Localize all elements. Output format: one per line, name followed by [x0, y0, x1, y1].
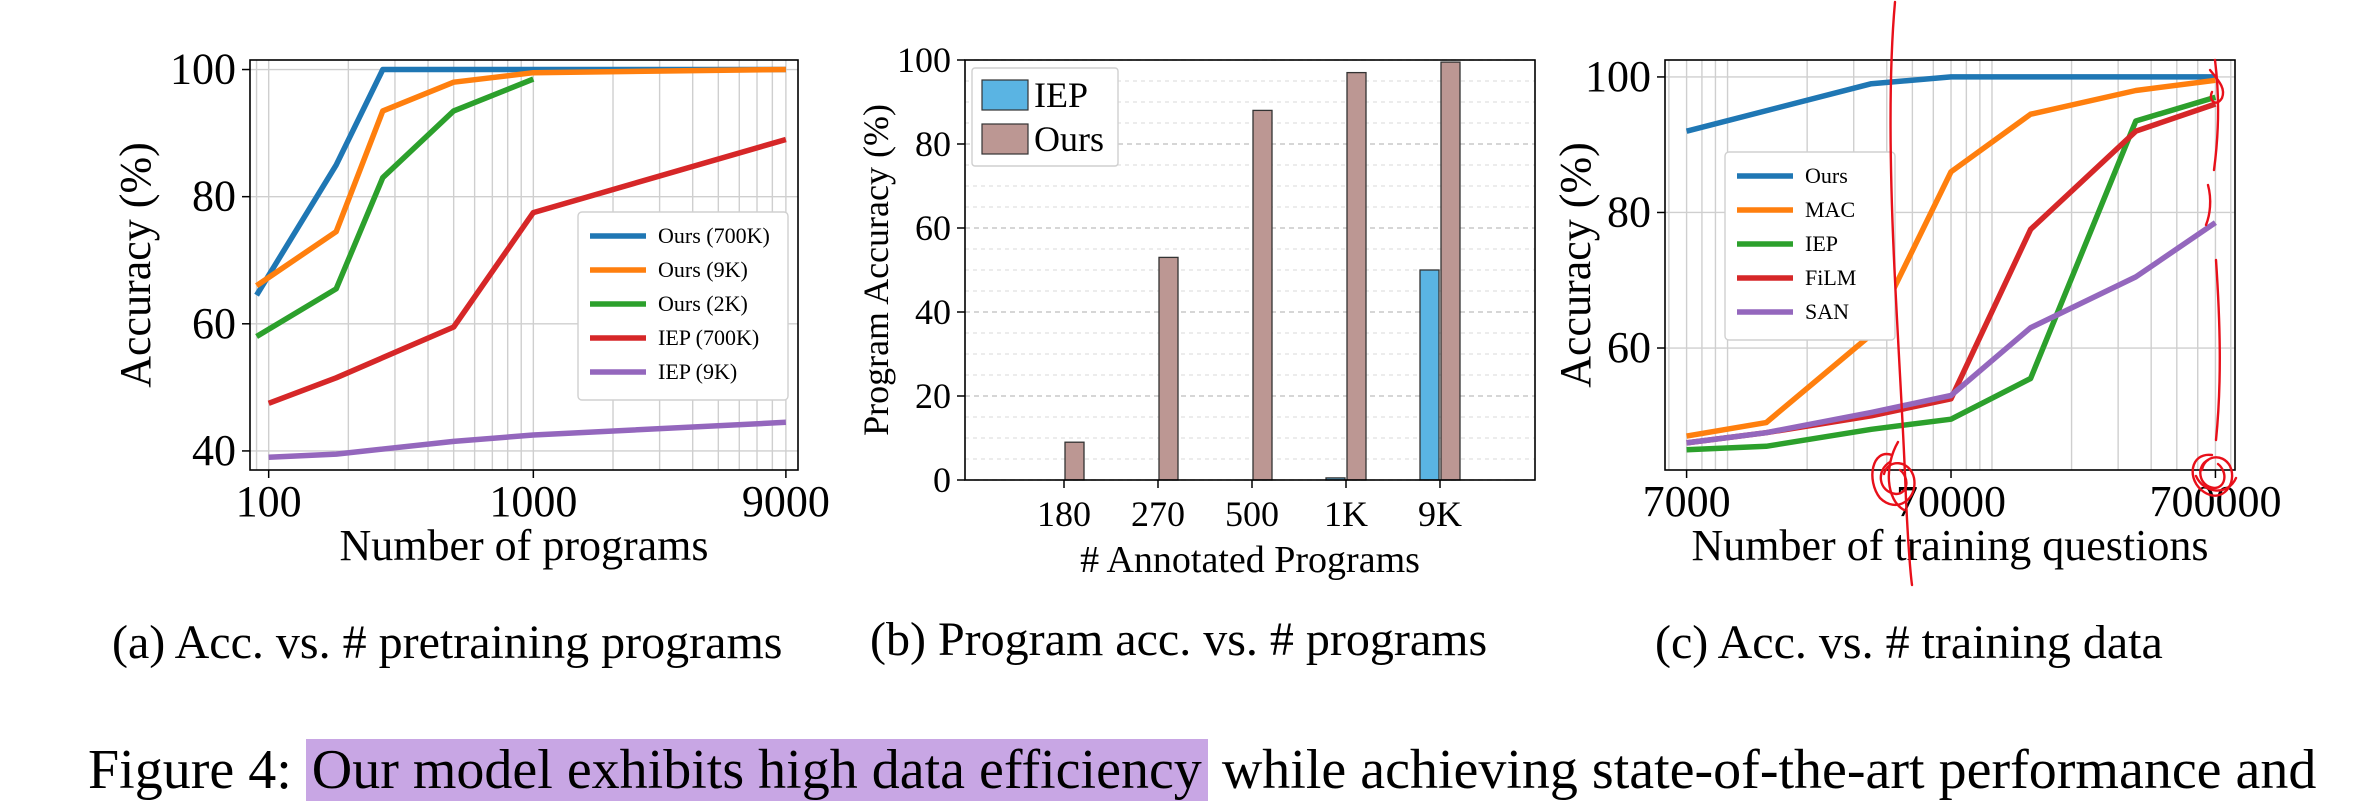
chart-c-xlabel: Number of training questions: [1692, 521, 2209, 570]
chart-a-frame: [249, 59, 799, 471]
chart-b-bar-ours: [1252, 109, 1273, 481]
chart-b-xtick-label: 270: [1131, 494, 1185, 534]
chart-c-legend-label: SAN: [1805, 299, 1849, 324]
chart-b-bar-iep: [1419, 269, 1440, 481]
chart-a-legend-label: Ours (9K): [658, 257, 748, 282]
chart-c-ytick-label: 80: [1607, 187, 1651, 236]
chart-b-legend-label: IEP: [1034, 75, 1088, 115]
chart-c-xtick-label: 7000: [1643, 477, 1731, 526]
chart-b-legend-swatch: [981, 79, 1029, 111]
chart-c-series-mac: [1686, 77, 2216, 439]
chart-b-legend-label: Ours: [1034, 119, 1104, 159]
chart-b-ytick-label: 0: [933, 460, 951, 500]
chart-c-series-ours: [1685, 74, 2216, 134]
chart-b-xtick-label: 180: [1037, 494, 1091, 534]
chart-b-xlabel: # Annotated Programs: [1080, 539, 1420, 581]
chart-b-ylabel: Program Accuracy (%): [856, 104, 896, 436]
chart-a-xtick-label: 100: [236, 477, 302, 526]
handwritten-annotation: [1879, 460, 1908, 496]
chart-a-ytick-label: 40: [192, 426, 236, 475]
handwritten-annotation: [2199, 458, 2226, 490]
chart-a-legend-label: Ours (700K): [658, 223, 770, 248]
chart-a-legend-label: Ours (2K): [658, 291, 748, 316]
handwritten-annotation: [2191, 453, 2234, 497]
chart-b-bar-ours: [1064, 441, 1085, 481]
chart-b-bar-ours: [1440, 61, 1461, 481]
chart-b-xtick-label: 1K: [1324, 494, 1368, 534]
chart-b-frame: [964, 59, 1536, 481]
chart-c-ytick-label: 60: [1607, 323, 1651, 372]
chart-a-ytick-label: 80: [192, 172, 236, 221]
caption-c: (c) Acc. vs. # training data: [1655, 616, 2163, 669]
chart-b-bar-ours: [1158, 256, 1179, 481]
handwritten-annotation: [2214, 258, 2221, 442]
chart-a-ylabel: Accuracy (%): [111, 142, 160, 388]
chart-c-frame: [1664, 59, 2236, 471]
chart-a-xtick-label: 9000: [742, 477, 830, 526]
chart-c-legend-label: FiLM: [1805, 265, 1856, 290]
chart-b-xtick-label: 9K: [1418, 494, 1462, 534]
figure-rest: while achieving state-of-the-art perform…: [1207, 739, 2317, 801]
chart-a-xlabel: Number of programs: [339, 521, 708, 570]
caption-b: (b) Program acc. vs. # programs: [870, 613, 1488, 666]
chart-c-series-san: [1686, 220, 2217, 446]
chart-a-series-ours-2k: [255, 76, 535, 339]
figure-prefix: Figure 4:: [88, 739, 292, 801]
chart-c-ylabel: Accuracy (%): [1551, 142, 1600, 388]
figure-highlight: Our model exhibits high data efficiency: [305, 739, 1208, 801]
chart-b-ytick-label: 20: [915, 376, 951, 416]
chart-c-xtick-label: 700000: [2149, 477, 2281, 526]
handwritten-annotation: [2194, 474, 2238, 492]
chart-b-xtick-label: 500: [1225, 494, 1279, 534]
chart-a-series-ours-9k: [255, 66, 786, 288]
handwritten-annotation: [1887, 440, 1906, 512]
handwritten-annotation: [1871, 452, 1916, 507]
chart-c-legend-label: MAC: [1805, 197, 1855, 222]
figure-caption: Figure 4: Our model exhibits high data e…: [88, 738, 2316, 802]
chart-b-legend-swatch: [981, 123, 1029, 155]
handwritten-annotation: [1889, 0, 1914, 587]
handwritten-annotation: [2212, 58, 2220, 172]
chart-b-ytick-label: 80: [915, 124, 951, 164]
chart-c-series-iep: [1686, 94, 2217, 453]
chart-b-ytick-label: 60: [915, 208, 951, 248]
chart-c-legend-label: IEP: [1805, 231, 1838, 256]
handwritten-annotation: [2204, 183, 2212, 227]
chart-a-xtick-label: 1000: [489, 477, 577, 526]
chart-c-legend-label: Ours: [1805, 163, 1848, 188]
chart-a-ytick-label: 100: [170, 45, 236, 94]
chart-b-ytick-label: 100: [897, 40, 951, 80]
chart-c-ytick-label: 100: [1585, 52, 1651, 101]
chart-c-xtick-label: 70000: [1896, 477, 2006, 526]
chart-c-legend-box: [1724, 151, 1896, 341]
chart-a-legend-box: [577, 211, 789, 401]
chart-a-series-iep-700k: [267, 136, 787, 406]
chart-b-bar-ours: [1346, 71, 1367, 481]
caption-a: (a) Acc. vs. # pretraining programs: [112, 616, 783, 669]
handwritten-annotation: [2208, 68, 2225, 104]
chart-a-series-iep-9k: [268, 419, 787, 461]
chart-a-legend-label: IEP (700K): [658, 325, 759, 350]
chart-a-ytick-label: 60: [192, 299, 236, 348]
chart-b-ytick-label: 40: [915, 292, 951, 332]
chart-a-legend-label: IEP (9K): [658, 359, 737, 384]
